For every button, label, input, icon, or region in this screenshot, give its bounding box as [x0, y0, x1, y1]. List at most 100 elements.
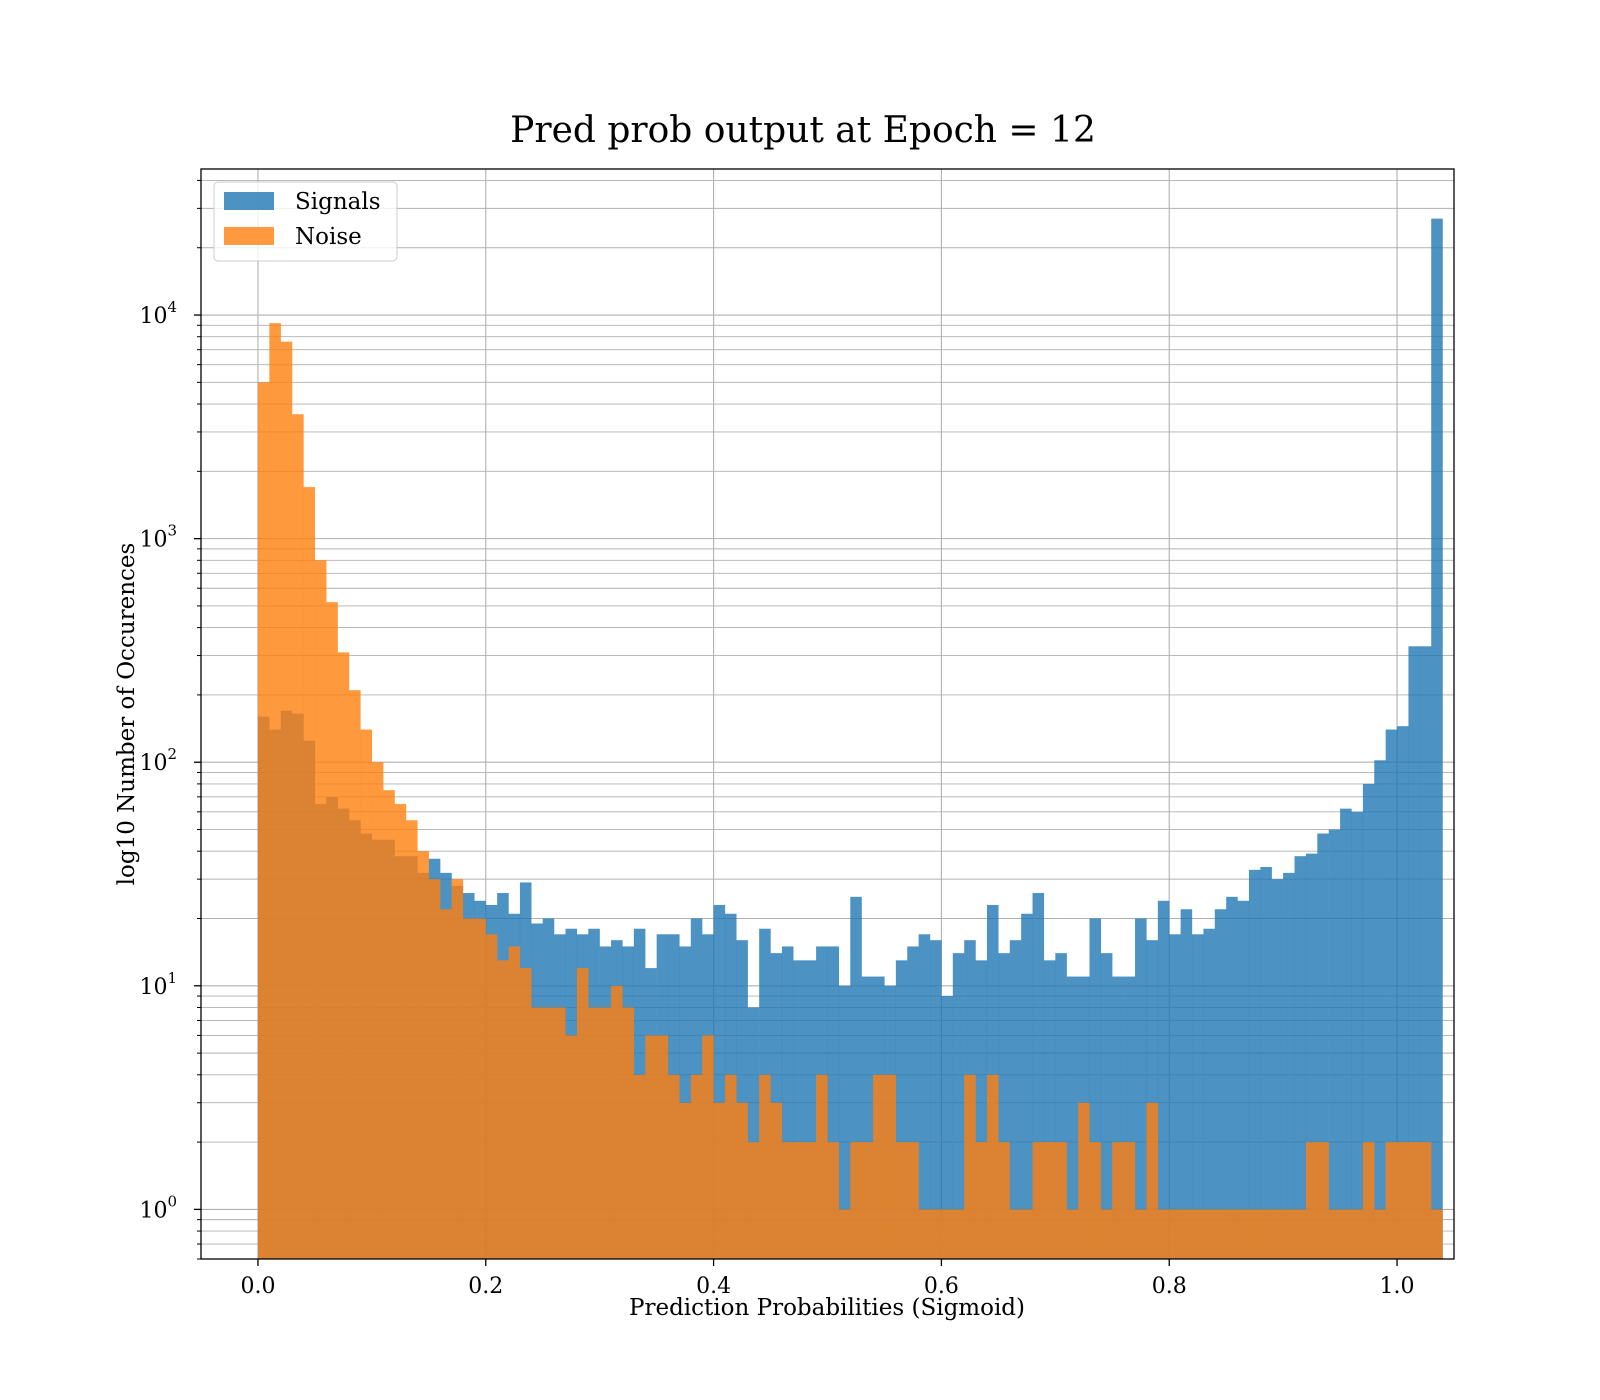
noise-bar-27: [565, 1035, 578, 1259]
signals-bar-60: [941, 996, 953, 1259]
x-tick-label-1: 0.2: [468, 1274, 503, 1299]
legend-label-signals: Signals: [295, 189, 381, 215]
legend-swatch-noise: [224, 227, 274, 245]
signals-bar-71: [1066, 976, 1079, 1259]
noise-bar-43: [747, 1142, 760, 1259]
x-tick-label-2: 0.4: [696, 1274, 731, 1299]
noise-bar-21: [497, 960, 509, 1259]
noise-bar-49: [816, 1074, 828, 1259]
noise-bar-38: [690, 1074, 703, 1259]
noise-bar-80: [1169, 1209, 1181, 1259]
noise-bar-98: [1374, 1209, 1386, 1259]
noise-bar-42: [736, 1102, 748, 1259]
noise-bar-70: [1055, 1142, 1067, 1259]
noise-bar-52: [850, 1142, 862, 1259]
noise-bar-93: [1317, 1142, 1329, 1259]
noise-bar-96: [1351, 1209, 1364, 1259]
noise-bar-103: [1431, 1209, 1443, 1259]
noise-bar-69: [1043, 1142, 1056, 1259]
noise-bar-65: [998, 1142, 1010, 1259]
noise-bar-0: [257, 382, 270, 1259]
signals-bar-40: [713, 904, 726, 1259]
signals-bar-91: [1294, 856, 1307, 1259]
noise-bar-10: [371, 762, 384, 1259]
signals-bar-84: [1214, 909, 1227, 1259]
noise-bar-41: [724, 1074, 737, 1259]
noise-bar-99: [1385, 1142, 1398, 1259]
signals-bar-48: [804, 960, 817, 1259]
noise-bar-46: [781, 1142, 794, 1259]
signals-bar-56: [895, 960, 908, 1259]
noise-bar-75: [1112, 1142, 1124, 1259]
signals-bar-100: [1397, 726, 1409, 1259]
signals-bar-97: [1362, 783, 1375, 1259]
noise-bar-74: [1100, 1209, 1113, 1259]
noise-bar-76: [1123, 1142, 1136, 1259]
noise-bar-86: [1237, 1209, 1250, 1259]
noise-bar-71: [1066, 1209, 1079, 1259]
signals-bar-92: [1305, 853, 1318, 1259]
noise-bar-79: [1157, 1209, 1170, 1259]
signals-bar-98: [1374, 760, 1386, 1259]
noise-bar-35: [656, 1035, 669, 1259]
y-axis-label: log10 Number of Occurences: [114, 543, 140, 886]
noise-bar-3: [292, 414, 304, 1259]
signals-bar-89: [1271, 879, 1284, 1259]
noise-bar-34: [645, 1035, 657, 1259]
noise-bar-57: [907, 1142, 919, 1259]
bars: [257, 218, 1443, 1260]
noise-bar-53: [861, 1142, 874, 1259]
noise-bar-73: [1089, 1142, 1102, 1259]
noise-bar-33: [633, 1074, 646, 1259]
signals-bar-96: [1351, 811, 1364, 1259]
noise-bar-77: [1135, 1209, 1147, 1259]
noise-bar-39: [702, 1035, 714, 1259]
y-tick-label-0: 100: [139, 1192, 177, 1223]
noise-bar-101: [1408, 1142, 1420, 1259]
noise-bar-63: [975, 1142, 988, 1259]
noise-bar-29: [588, 1007, 600, 1259]
signals-bar-51: [838, 985, 851, 1259]
noise-bar-5: [314, 560, 327, 1259]
signals-bar-61: [952, 953, 965, 1259]
noise-bar-16: [440, 909, 452, 1259]
signals-bar-50: [827, 946, 840, 1259]
signals-bar-101: [1408, 646, 1420, 1259]
noise-bar-84: [1214, 1209, 1227, 1259]
noise-bar-61: [952, 1209, 965, 1259]
signals-bar-87: [1248, 869, 1261, 1259]
legend-swatch-signals: [224, 192, 274, 210]
signals-bar-86: [1237, 900, 1250, 1259]
noise-bar-82: [1192, 1209, 1204, 1259]
signals-bar-75: [1112, 976, 1124, 1259]
signals-bar-47: [793, 960, 805, 1259]
noise-bar-36: [668, 1074, 680, 1259]
x-tick-label-4: 0.8: [1152, 1274, 1187, 1299]
noise-bar-83: [1203, 1209, 1215, 1259]
noise-bar-60: [941, 1209, 953, 1259]
noise-bar-14: [417, 851, 429, 1259]
noise-bar-78: [1146, 1102, 1158, 1259]
y-tick-label-1: 101: [139, 969, 177, 1000]
signals-bar-43: [747, 1007, 760, 1259]
noise-bar-55: [884, 1074, 896, 1259]
noise-bar-23: [519, 968, 532, 1259]
noise-bar-67: [1021, 1209, 1033, 1259]
signals-bar-70: [1055, 953, 1067, 1259]
signals-bar-42: [736, 940, 748, 1259]
signals-bar-46: [781, 946, 794, 1259]
signals-bar-85: [1226, 896, 1238, 1259]
noise-bar-59: [930, 1209, 942, 1259]
noise-bar-31: [611, 985, 623, 1259]
signals-bar-67: [1021, 913, 1033, 1259]
noise-bar-64: [986, 1074, 999, 1259]
noise-bar-47: [793, 1142, 805, 1259]
x-tick-label-3: 0.6: [924, 1274, 959, 1299]
noise-bar-13: [406, 820, 418, 1259]
noise-bar-91: [1294, 1209, 1307, 1259]
axis-ticks: [194, 179, 1398, 1266]
chart-title: Pred prob output at Epoch = 12: [510, 110, 1096, 151]
noise-bar-94: [1328, 1209, 1341, 1259]
legend-label-noise: Noise: [295, 224, 362, 250]
noise-bar-87: [1248, 1209, 1261, 1259]
